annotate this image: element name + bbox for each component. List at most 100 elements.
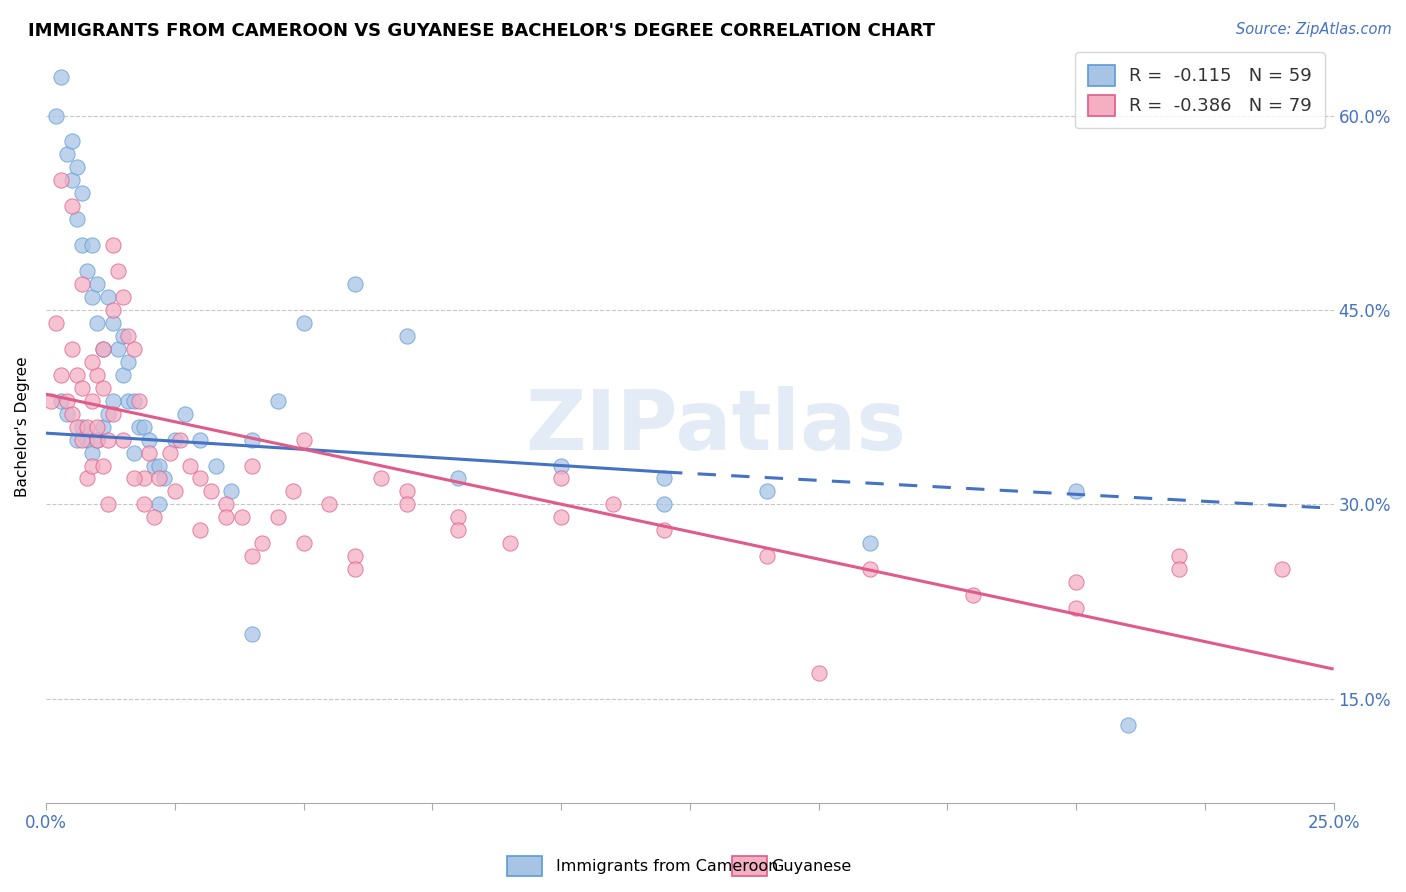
Point [807,665,830,680]
Point [86,277,108,291]
Point [550,471,572,485]
Point [447,471,470,485]
Point [240,549,263,564]
Point [97,407,120,421]
Point [70,433,93,447]
Point [1064,601,1087,615]
Point [86,419,108,434]
Point [143,458,166,473]
Point [1064,484,1087,499]
Point [82,238,104,252]
Point [107,342,129,356]
Point [101,393,124,408]
Point [76,471,98,485]
Point [550,458,572,473]
Point [240,458,263,473]
Point [51,368,73,382]
Point [112,433,135,447]
Point [1168,562,1191,576]
Point [55,407,77,421]
Point [1064,575,1087,590]
Point [602,497,624,511]
Point [128,419,150,434]
Point [122,471,145,485]
Point [117,393,139,408]
Point [60,173,83,187]
Text: Guyanese: Guyanese [772,859,852,873]
Point [148,458,170,473]
Point [86,433,108,447]
Point [82,393,104,408]
Point [45,316,67,330]
Point [97,497,120,511]
Point [652,471,675,485]
Point [66,212,89,227]
Point [91,342,114,356]
Point [70,419,93,434]
Point [39,393,62,408]
Point [498,536,520,550]
Point [82,445,104,459]
Point [1116,718,1139,732]
Point [652,497,675,511]
Point [550,510,572,524]
Point [318,497,340,511]
Point [66,161,89,175]
Point [91,458,114,473]
Point [143,510,166,524]
Point [962,588,984,602]
Point [76,419,98,434]
Point [138,433,160,447]
Point [215,497,238,511]
Point [60,199,83,213]
Point [82,458,104,473]
Point [51,70,73,84]
Legend: R =  -0.115   N = 59, R =  -0.386   N = 79: R = -0.115 N = 59, R = -0.386 N = 79 [1076,53,1324,128]
Point [101,407,124,421]
Point [859,536,882,550]
Point [97,290,120,304]
Point [169,433,191,447]
Point [60,135,83,149]
Point [343,277,366,291]
Point [652,524,675,538]
Point [148,471,170,485]
Point [163,484,186,499]
Point [97,433,120,447]
Point [292,433,315,447]
Point [267,393,290,408]
Point [60,407,83,421]
Point [292,316,315,330]
Point [343,549,366,564]
Point [91,342,114,356]
Point [1271,562,1294,576]
Point [395,329,418,343]
Point [267,510,290,524]
Point [132,419,155,434]
Point [66,368,89,382]
Point [174,407,197,421]
Point [70,277,93,291]
Text: Immigrants from Cameroon: Immigrants from Cameroon [557,859,779,873]
Point [163,433,186,447]
Point [370,471,392,485]
Point [215,510,238,524]
Point [395,497,418,511]
Point [859,562,882,576]
Point [132,497,155,511]
Point [132,471,155,485]
Point [447,524,470,538]
Point [221,484,243,499]
Point [756,484,779,499]
Point [395,484,418,499]
Point [86,433,108,447]
Text: IMMIGRANTS FROM CAMEROON VS GUYANESE BACHELOR'S DEGREE CORRELATION CHART: IMMIGRANTS FROM CAMEROON VS GUYANESE BAC… [28,22,935,40]
Point [55,393,77,408]
Point [66,433,89,447]
Point [45,108,67,122]
Point [112,290,135,304]
Point [240,627,263,641]
Point [101,316,124,330]
Point [190,524,212,538]
Point [122,445,145,459]
